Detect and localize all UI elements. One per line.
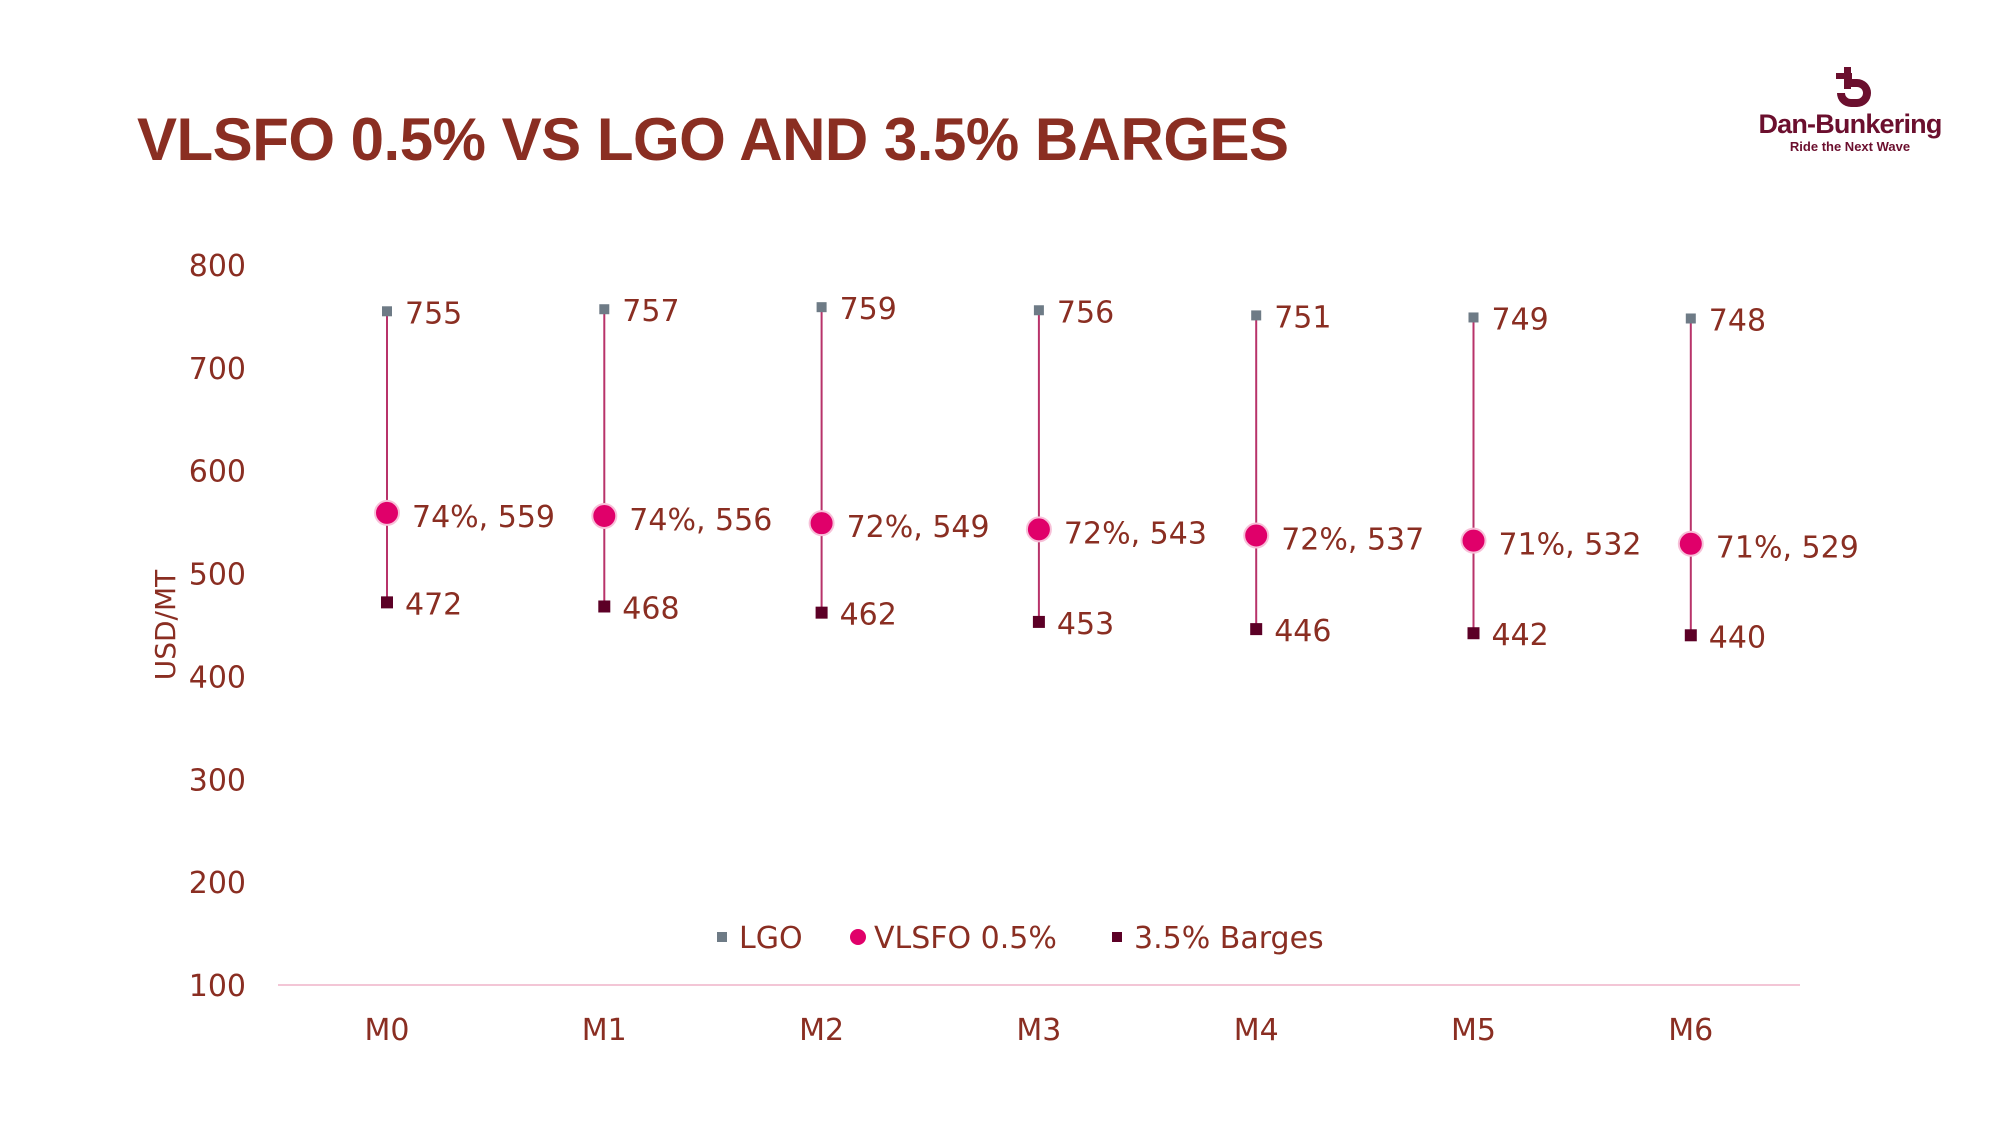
x-tick-label: M0	[365, 1013, 410, 1048]
lgo-marker	[599, 304, 610, 315]
barges-data-label: 462	[840, 598, 897, 633]
lgo-data-label: 751	[1274, 300, 1331, 335]
y-tick-label: 400	[189, 660, 246, 695]
legend-lgo-label: LGO	[739, 921, 803, 956]
lgo-data-label: 749	[1492, 302, 1549, 337]
lgo-data-label: 755	[405, 296, 462, 331]
vlsfo-data-label: 72%, 543	[1064, 516, 1207, 551]
x-tick-label: M3	[1016, 1013, 1061, 1048]
lgo-marker	[1033, 305, 1044, 316]
dan-bunkering-logo: Dan-Bunkering Ride the Next Wave	[1758, 67, 1942, 154]
barges-marker	[1684, 629, 1697, 642]
barges-marker	[1250, 623, 1263, 636]
lgo-data-label: 757	[622, 294, 679, 329]
vlsfo-data-label: 74%, 556	[629, 503, 772, 538]
lgo-marker	[382, 306, 392, 317]
y-axis-label: USD/MT	[149, 569, 182, 680]
vlsfo-marker	[1243, 522, 1270, 549]
legend-barges-label: 3.5% Barges	[1134, 921, 1324, 956]
vlsfo-marker	[591, 502, 618, 529]
y-tick-label: 600	[189, 455, 246, 490]
vlsfo-marker	[374, 499, 400, 526]
lgo-marker	[1685, 313, 1696, 324]
lgo-marker	[816, 302, 827, 313]
x-tick-label: M4	[1234, 1013, 1279, 1048]
barges-marker	[381, 596, 393, 609]
y-tick-label: 700	[189, 352, 246, 387]
barges-data-label: 440	[1709, 620, 1766, 655]
svg-text:Dan-Bunkering: Dan-Bunkering	[1758, 109, 1941, 139]
chart-title: VLSFO 0.5% VS LGO AND 3.5% BARGES	[137, 106, 1289, 173]
legend-vlsfo-marker	[850, 929, 866, 945]
y-tick-label: 200	[189, 866, 246, 901]
lgo-data-label: 756	[1057, 295, 1114, 330]
vlsfo-marker	[808, 510, 835, 537]
barges-data-label: 468	[622, 591, 679, 626]
x-tick-label: M6	[1668, 1013, 1713, 1048]
x-tick-label: M2	[799, 1013, 844, 1048]
y-tick-label: 100	[189, 969, 246, 1004]
vlsfo-marker	[1677, 530, 1704, 557]
vlsfo-data-label: 72%, 537	[1281, 523, 1424, 558]
barges-data-label: 442	[1492, 618, 1549, 653]
vlsfo-marker	[1025, 516, 1052, 543]
legend-barges-marker	[1112, 932, 1122, 942]
svg-text:Ride the Next Wave: Ride the Next Wave	[1790, 139, 1910, 154]
vlsfo-marker	[1460, 527, 1487, 554]
x-tick-label: M1	[582, 1013, 627, 1048]
anchor-icon	[1836, 67, 1871, 107]
lgo-data-label: 759	[840, 292, 897, 327]
barges-data-label: 472	[405, 587, 462, 622]
vlsfo-data-label: 74%, 559	[412, 500, 555, 535]
barges-marker	[1467, 627, 1480, 640]
y-tick-label: 500	[189, 558, 246, 593]
lgo-marker	[1251, 310, 1262, 321]
barges-data-label: 453	[1057, 607, 1114, 642]
vlsfo-data-label: 72%, 549	[847, 510, 990, 545]
barges-marker	[598, 600, 611, 613]
vlsfo-data-label: 71%, 532	[1499, 528, 1642, 563]
legend-vlsfo-label: VLSFO 0.5%	[874, 921, 1057, 956]
legend-lgo-marker	[717, 932, 727, 942]
y-tick-label: 800	[189, 249, 246, 284]
x-tick-label: M5	[1451, 1013, 1496, 1048]
barges-marker	[815, 606, 828, 619]
barges-marker	[1032, 615, 1045, 628]
lgo-data-label: 748	[1709, 303, 1766, 338]
y-tick-label: 300	[189, 763, 246, 798]
vlsfo-data-label: 71%, 529	[1716, 531, 1859, 566]
lgo-marker	[1468, 312, 1479, 323]
barges-data-label: 446	[1274, 614, 1331, 649]
